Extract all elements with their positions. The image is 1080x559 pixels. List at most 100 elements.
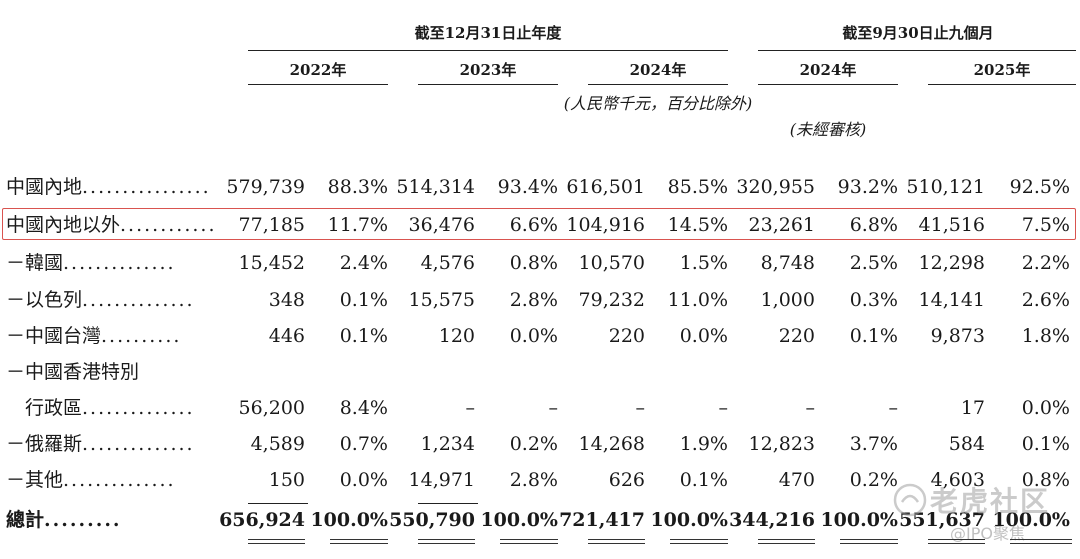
row-label-text: 行政區: [6, 397, 83, 419]
percent-cell: 0.7%: [339, 433, 388, 455]
year-rule-2023: [418, 84, 558, 85]
amount-cell: 9,873: [930, 325, 985, 347]
amount-cell: 4,576: [420, 252, 475, 274]
amount-cell: 626: [608, 469, 645, 491]
amount-cell: 4,589: [250, 433, 305, 455]
percent-cell: –: [548, 397, 559, 419]
percent-cell: 11.0%: [667, 289, 728, 311]
amount-cell: 77,185: [238, 214, 305, 236]
amount-cell: 15,452: [238, 252, 305, 274]
amount-cell: –: [635, 397, 646, 419]
total-double-underline: [1010, 543, 1072, 544]
row-label-text: 中國內地: [6, 176, 83, 198]
year-rule-2024-nine-months: [758, 84, 898, 85]
total-double-underline: [928, 539, 985, 540]
row-label: 中國內地以外............: [6, 208, 217, 242]
amount-cell: 721,417: [559, 509, 645, 531]
percent-cell: 92.5%: [1009, 176, 1070, 198]
percent-cell: –: [718, 397, 729, 419]
amount-cell: 1,234: [420, 433, 475, 455]
watermark: 老虎社区 @IPO聚焦: [892, 478, 1062, 548]
row-label: －俄羅斯..............: [6, 427, 195, 461]
percent-cell: 2.5%: [849, 252, 898, 274]
total-double-underline: [330, 539, 388, 540]
percent-cell: 88.3%: [327, 176, 388, 198]
percent-cell: 0.1%: [679, 469, 728, 491]
percent-cell: 0.0%: [339, 469, 388, 491]
row-label-dots: ............: [120, 214, 217, 236]
row-label: 中國內地................: [6, 170, 211, 204]
row-label-dots: ..........: [101, 325, 182, 347]
percent-cell: 0.8%: [509, 252, 558, 274]
total-double-underline: [1010, 539, 1072, 540]
amount-cell: 41,516: [918, 214, 985, 236]
percent-cell: 8.4%: [339, 397, 388, 419]
amount-cell: 79,232: [578, 289, 645, 311]
total-double-underline: [500, 539, 558, 540]
year-rule-2022: [248, 84, 388, 85]
percent-cell: 14.5%: [667, 214, 728, 236]
row-label-dots: ..............: [82, 397, 195, 419]
table-row: 中國內地以外............ 77,185 11.7% 36,476 6.6% 1…: [0, 208, 1080, 242]
year-header-2022: 2022年: [289, 61, 347, 79]
row-label-text: －俄羅斯: [6, 433, 83, 455]
amount-cell: 10,570: [578, 252, 645, 274]
row-label-dots: ................: [82, 176, 211, 198]
total-double-underline: [840, 543, 898, 544]
percent-cell: 0.2%: [849, 469, 898, 491]
amount-cell: 446: [268, 325, 305, 347]
row-label-text: 中國內地以外: [6, 214, 121, 236]
row-label-text: －以色列: [6, 289, 83, 311]
percent-cell: 11.7%: [327, 214, 388, 236]
percent-cell: 100.0%: [650, 509, 728, 531]
total-double-underline: [588, 543, 645, 544]
amount-cell: 550,790: [389, 509, 475, 531]
total-double-underline: [758, 539, 815, 540]
percent-cell: 7.5%: [1021, 214, 1070, 236]
row-label-text: －中國台灣: [6, 325, 102, 347]
year-rule-2025: [928, 84, 1076, 85]
amount-cell: 344,216: [729, 509, 815, 531]
unaudited-note: (未經審核): [789, 120, 867, 139]
percent-cell: 100.0%: [310, 509, 388, 531]
row-label-dots: ..............: [63, 469, 176, 491]
amount-cell: 510,121: [906, 176, 985, 198]
percent-cell: 2.8%: [509, 469, 558, 491]
percent-cell: 100.0%: [820, 509, 898, 531]
amount-cell: –: [805, 397, 816, 419]
total-double-underline: [248, 543, 305, 544]
amount-cell: –: [465, 397, 476, 419]
percent-cell: 0.2%: [509, 433, 558, 455]
year-header-2025: 2025年: [973, 61, 1031, 79]
percent-cell: 0.1%: [849, 325, 898, 347]
row-label: －以色列..............: [6, 283, 195, 317]
percent-cell: 0.0%: [679, 325, 728, 347]
year-header-2023: 2023年: [459, 61, 517, 79]
percent-cell: 93.2%: [837, 176, 898, 198]
amount-cell: 656,924: [219, 509, 305, 531]
table-row: 行政區.............. 56,200 8.4% – – – – – – 17 0.0%: [0, 391, 1080, 425]
percent-cell: 0.1%: [339, 289, 388, 311]
row-label-text: －中國香港特別: [6, 361, 140, 383]
amount-cell: 104,916: [566, 214, 645, 236]
year-rule-2024: [588, 84, 728, 85]
amount-cell: 12,823: [748, 433, 815, 455]
percent-cell: 100.0%: [480, 509, 558, 531]
row-label-dots: ..............: [82, 433, 195, 455]
watermark-logo-icon: [893, 483, 927, 517]
percent-cell: 93.4%: [497, 176, 558, 198]
amount-cell: 220: [608, 325, 645, 347]
row-label: －中國香港特別: [6, 355, 139, 389]
header-rule-nine-months: [758, 50, 1076, 51]
table-row: －韓國.............. 15,452 2.4% 4,576 0.8% 10,5…: [0, 246, 1080, 280]
header-rule-fiscal: [248, 50, 728, 51]
amount-cell: 551,637: [899, 509, 985, 531]
table-row: －中國台灣.......... 446 0.1% 120 0.0% 220 0.0% 220 0…: [0, 319, 1080, 353]
total-double-underline: [670, 543, 728, 544]
percent-cell: 3.7%: [849, 433, 898, 455]
amount-cell: 14,141: [918, 289, 985, 311]
header-group-nine-months: 截至9月30日止九個月: [842, 24, 994, 42]
highlight-box: [2, 208, 1076, 240]
total-double-underline: [588, 539, 645, 540]
percent-cell: 85.5%: [667, 176, 728, 198]
